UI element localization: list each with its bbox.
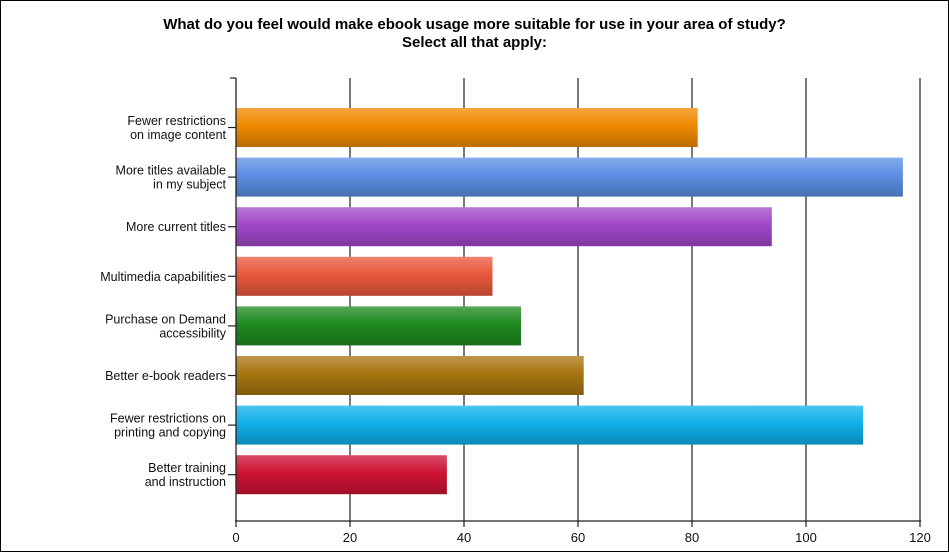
category-label-line: Fewer restrictions on: [110, 412, 226, 426]
category-label-line: Fewer restrictions: [127, 114, 226, 128]
x-tick-label-40: 40: [457, 530, 471, 545]
x-tick-label-80: 80: [685, 530, 699, 545]
bar-3: [236, 256, 493, 296]
category-labels: Fewer restrictions on image content More t…: [100, 114, 227, 489]
category-label-0: Fewer restrictions on image content: [127, 114, 226, 142]
category-label-line: printing and copying: [114, 426, 226, 440]
category-label-line: More titles available: [116, 164, 227, 178]
x-tick-label-60: 60: [571, 530, 585, 545]
bar-7: [236, 455, 447, 495]
category-label-4: Purchase on Demand accessibility: [105, 312, 227, 340]
bar-4: [236, 306, 521, 346]
bar-6: [236, 405, 863, 445]
bar-5: [236, 356, 584, 395]
category-label-2: More current titles: [126, 220, 226, 234]
x-tick-label-100: 100: [795, 530, 817, 545]
category-label-line: accessibility: [159, 326, 226, 340]
category-label-line: in my subject: [153, 178, 226, 192]
category-label-line: Multimedia capabilities: [100, 270, 226, 284]
category-label-line: More current titles: [126, 220, 226, 234]
chart-title: What do you feel would make ebook usage …: [163, 16, 786, 33]
x-tick-label-120: 120: [909, 530, 931, 545]
category-label-7: Better training and instruction: [145, 461, 226, 489]
category-label-line: on image content: [130, 128, 226, 142]
category-label-line: Purchase on Demand: [105, 312, 226, 326]
x-tick-labels: 0 20 40 60 80 100 120: [232, 530, 930, 545]
chart-title-block: What do you feel would make ebook usage …: [0, 16, 949, 52]
bars: [236, 108, 903, 495]
category-label-3: Multimedia capabilities: [100, 270, 226, 284]
x-tick-label-0: 0: [232, 530, 239, 545]
category-label-line: and instruction: [145, 475, 226, 489]
grid-lines: [349, 78, 921, 521]
bar-1: [236, 157, 903, 197]
bar-2: [236, 207, 772, 247]
chart-subtitle: Select all that apply:: [401, 34, 548, 51]
axes: [228, 77, 921, 527]
category-label-5: Better e-book readers: [105, 369, 226, 383]
bar-0: [236, 108, 698, 147]
category-label-6: Fewer restrictions on printing and copyin…: [110, 412, 226, 440]
category-label-line: Better training: [148, 461, 226, 475]
category-label-line: Better e-book readers: [105, 369, 226, 383]
category-label-1: More titles available in my subject: [116, 164, 227, 192]
x-tick-label-20: 20: [343, 530, 357, 545]
